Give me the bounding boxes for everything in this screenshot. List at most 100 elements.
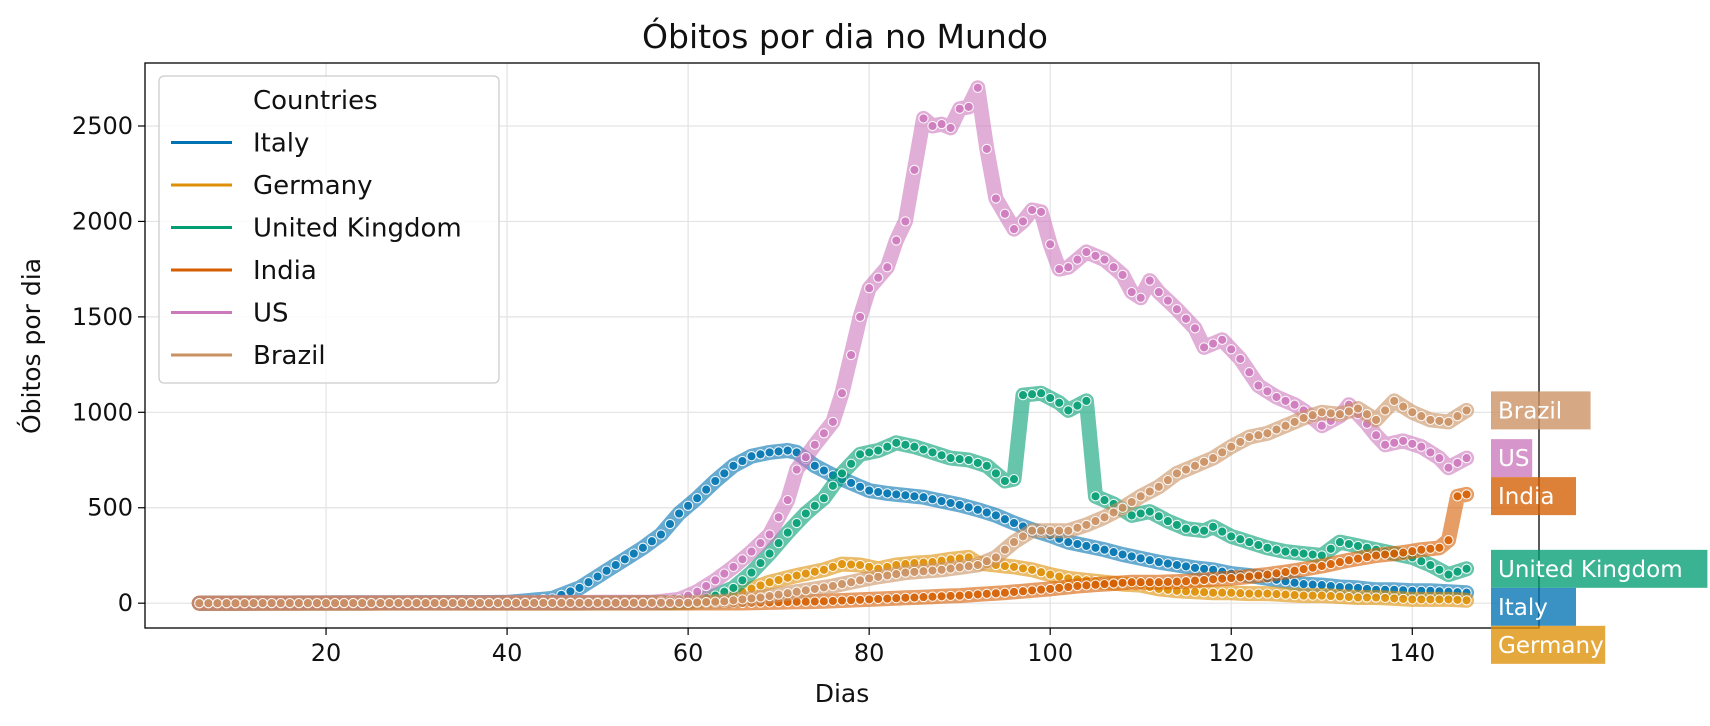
data-point	[1334, 556, 1346, 568]
data-point	[1072, 254, 1083, 265]
data-point	[1090, 542, 1101, 553]
data-point	[420, 597, 431, 609]
data-point	[1407, 594, 1418, 605]
end-labels: Brazil US India United Kingdom Italy Germany	[1491, 391, 1708, 664]
data-point	[1090, 579, 1101, 590]
data-point	[1063, 525, 1074, 536]
data-point	[1217, 334, 1228, 345]
data-point	[692, 493, 703, 504]
end-label-germany: Germany	[1491, 625, 1606, 664]
data-point	[827, 580, 839, 592]
data-point	[1289, 547, 1300, 558]
data-point	[1235, 572, 1246, 583]
data-point	[1461, 452, 1472, 464]
data-point	[945, 452, 956, 464]
data-point	[1072, 580, 1083, 592]
data-point	[1144, 486, 1155, 497]
data-point	[592, 571, 603, 582]
data-point	[1198, 574, 1210, 586]
data-point	[918, 444, 929, 455]
data-point	[1262, 569, 1273, 580]
data-point	[1008, 473, 1020, 485]
end-label-box	[1491, 391, 1591, 430]
data-point	[818, 493, 830, 504]
data-point	[1189, 586, 1201, 597]
data-point	[909, 164, 920, 176]
data-point	[1217, 573, 1228, 584]
x-tick-label: 100	[1027, 639, 1073, 667]
data-point	[864, 283, 875, 294]
data-point	[936, 450, 947, 461]
data-point	[1407, 407, 1418, 418]
data-point	[1289, 565, 1300, 576]
data-point	[1244, 431, 1255, 443]
data-point	[990, 193, 1002, 204]
data-point	[1235, 436, 1246, 448]
data-point	[954, 453, 965, 465]
data-point	[1461, 489, 1472, 500]
data-point	[1334, 591, 1346, 602]
data-point	[1217, 587, 1228, 598]
data-point	[1434, 452, 1445, 464]
data-point	[212, 598, 223, 609]
data-point	[1026, 525, 1038, 536]
data-point	[1316, 560, 1327, 572]
data-point	[1117, 269, 1128, 281]
data-point	[1443, 535, 1454, 546]
data-point	[1099, 578, 1110, 590]
data-point	[845, 349, 857, 361]
data-point	[447, 597, 458, 609]
data-point	[1434, 594, 1445, 605]
data-point	[972, 82, 983, 93]
data-point	[963, 101, 974, 113]
data-point	[1425, 543, 1436, 554]
data-point	[1099, 512, 1110, 523]
data-point	[1425, 594, 1436, 605]
data-point	[628, 548, 639, 559]
data-point	[836, 468, 848, 479]
data-point	[864, 561, 875, 573]
data-point	[1425, 559, 1436, 571]
data-point	[682, 597, 694, 608]
end-label-box	[1491, 477, 1576, 516]
end-label-box	[1491, 549, 1708, 588]
data-point	[1072, 400, 1083, 411]
data-point	[1289, 577, 1300, 588]
data-point	[836, 388, 848, 399]
data-point	[1226, 531, 1237, 542]
end-label-box	[1491, 439, 1533, 478]
data-point	[1099, 254, 1110, 265]
data-point	[1416, 410, 1427, 422]
data-point	[818, 596, 830, 607]
data-point	[1054, 525, 1065, 536]
data-point	[1235, 588, 1246, 599]
data-point	[1026, 585, 1038, 596]
data-point	[882, 441, 893, 452]
data-point	[492, 597, 504, 609]
data-point	[1298, 578, 1309, 590]
data-point	[800, 452, 811, 463]
data-point	[809, 439, 820, 450]
data-point	[1443, 416, 1454, 428]
data-point	[1389, 593, 1400, 604]
data-point	[845, 477, 857, 489]
data-point	[936, 591, 947, 602]
data-point	[366, 597, 377, 609]
data-point	[818, 465, 830, 476]
data-point	[1370, 550, 1382, 561]
data-point	[1072, 522, 1083, 533]
data-point	[1389, 395, 1400, 407]
data-point	[954, 562, 965, 573]
end-label-text: US	[1498, 446, 1529, 472]
data-point	[1298, 563, 1309, 575]
data-point	[972, 504, 983, 515]
data-point	[990, 552, 1002, 563]
data-point	[1398, 547, 1409, 558]
data-point	[864, 485, 875, 496]
data-point	[393, 597, 404, 609]
data-point	[1253, 588, 1264, 599]
data-point	[1334, 409, 1346, 420]
data-point	[1045, 392, 1056, 404]
data-point	[1045, 583, 1056, 595]
data-point	[1035, 206, 1047, 218]
